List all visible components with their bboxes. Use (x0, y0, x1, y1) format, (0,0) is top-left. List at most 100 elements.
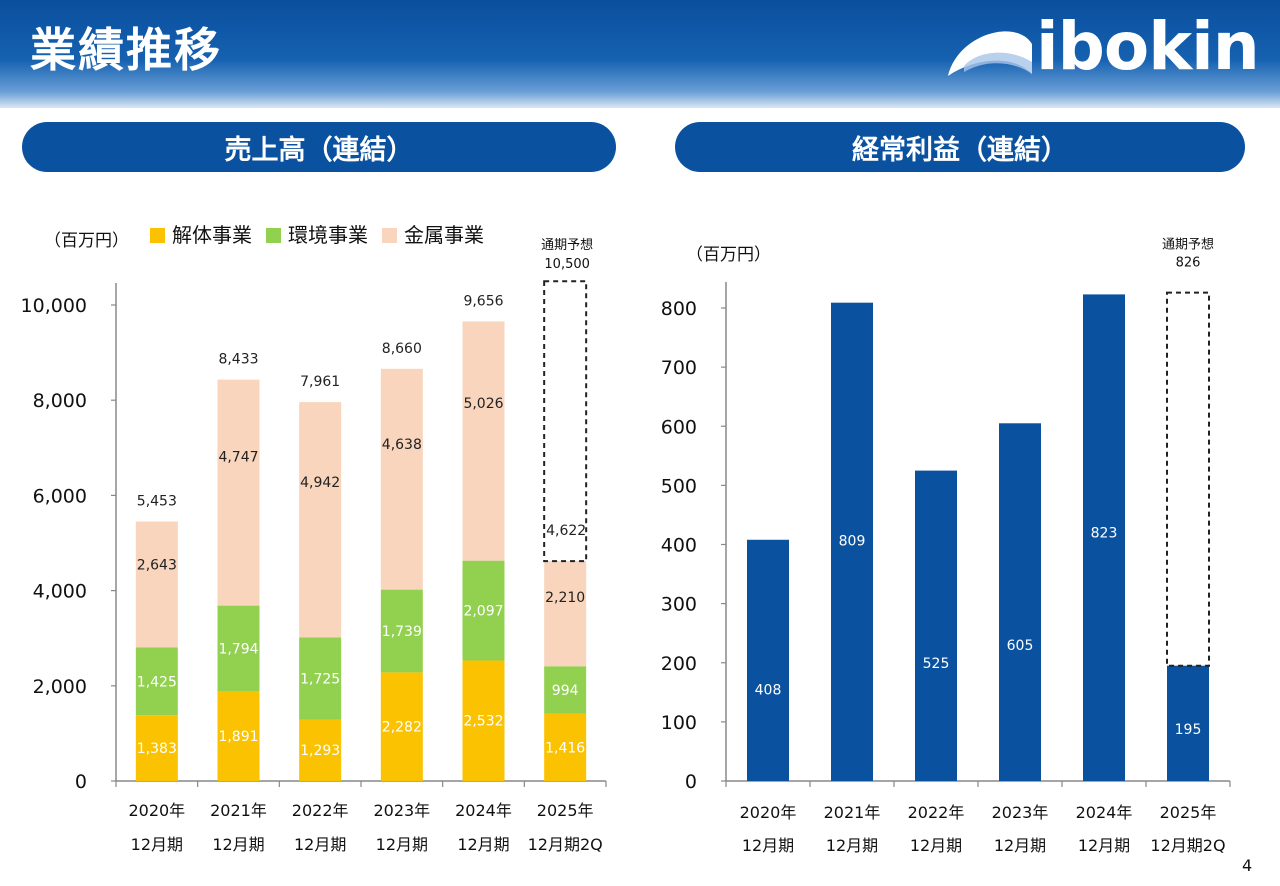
profit-bars (747, 291, 1210, 781)
forecast-label: 通期予想 (1162, 237, 1214, 253)
segment-value-label: 4,638 (382, 437, 422, 453)
segment-value-label: 1,794 (218, 641, 258, 657)
y-tick-label: 600 (661, 416, 697, 438)
profit-bar (915, 470, 957, 781)
legend-entry: 解体事業 (172, 223, 252, 247)
segment-value-label: 1,725 (300, 671, 340, 687)
sales-labels: 1,383 1,425 2,643 5,453 1,891 1,794 4,747 8,433… (137, 237, 593, 759)
profit-bar (831, 302, 873, 781)
forecast-value-label: 10,500 (544, 257, 590, 272)
total-value-label: 9,656 (463, 293, 503, 309)
x-tick-label: 12月期 (457, 835, 509, 854)
bar-segment (380, 672, 423, 781)
y-tick-label: 300 (661, 594, 697, 616)
segment-value-label: 2,282 (382, 720, 422, 736)
logo-mountain-icon (948, 31, 1032, 76)
x-tick-label: 2025年 (1160, 803, 1217, 822)
total-value-label: 7,961 (300, 374, 340, 390)
x-tick-label: 12月期 (212, 835, 264, 854)
x-tick-label: 12月期 (994, 836, 1046, 855)
bar-segment (380, 589, 423, 673)
sales-legend: 解体事業 環境事業 金属事業 (150, 223, 484, 247)
profit-value-label: 605 (1007, 638, 1034, 654)
y-tick-label: 0 (685, 771, 697, 793)
profit-bar (747, 539, 789, 781)
x-tick-label: 2022年 (292, 801, 349, 820)
y-tick-label: 2,000 (33, 676, 87, 698)
x-tick-label: 2020年 (740, 803, 797, 822)
y-tick-label: 100 (661, 712, 697, 734)
segment-value-label: 4,942 (300, 475, 340, 491)
y-tick-label: 500 (661, 475, 697, 497)
segment-value-label: 4,747 (218, 449, 258, 465)
y-tick-label: 400 (661, 535, 697, 557)
profit-value-label: 525 (923, 656, 950, 672)
x-tick-label: 12月期 (131, 835, 183, 854)
x-tick-label: 2023年 (373, 801, 430, 820)
x-tick-label: 2024年 (455, 801, 512, 820)
bar-segment (462, 660, 505, 781)
profit-value-label: 408 (755, 682, 782, 698)
y-tick-label: 800 (661, 298, 697, 320)
segment-value-label: 1,739 (382, 624, 422, 640)
logo-text: ibokin (1036, 8, 1260, 85)
segment-value-label: 994 (552, 683, 579, 699)
x-tick-label: 12月期 (910, 836, 962, 855)
bar-segment (217, 379, 260, 606)
total-value-label: 8,660 (382, 341, 422, 357)
y-tick-label: 4,000 (33, 581, 87, 603)
forecast-outline (1166, 291, 1210, 667)
segment-value-label: 1,293 (300, 743, 340, 759)
x-tick-label: 2025年 (537, 801, 594, 820)
profit-value-label: 195 (1175, 722, 1202, 738)
x-tick-label: 12月期 (742, 836, 794, 855)
profit-bar (999, 423, 1041, 781)
x-tick-label: 2023年 (992, 803, 1049, 822)
forecast-remaining-label: 4,622 (546, 523, 586, 539)
total-value-label: 8,433 (218, 352, 258, 368)
legend-swatch (150, 228, 165, 243)
x-tick-label: 2021年 (824, 803, 881, 822)
sales-unit-label: （百万円） (44, 231, 129, 251)
x-tick-label: 2024年 (1076, 803, 1133, 822)
bar-segment (135, 521, 178, 648)
y-tick-label: 10,000 (21, 295, 87, 317)
bar-segment (135, 647, 178, 716)
sales-bars (135, 280, 588, 781)
page-title: 業績推移 (30, 23, 222, 77)
profit-bar (1167, 665, 1209, 781)
bar-segment (299, 719, 342, 781)
bar-segment (217, 690, 260, 781)
bar-segment (135, 715, 178, 781)
sales-section-title: 売上高（連結） (22, 122, 616, 172)
bar-segment (462, 560, 505, 661)
x-tick-label: 12月期 (1078, 836, 1130, 855)
x-tick-label: 2020年 (128, 801, 185, 820)
bar-segment (544, 713, 587, 781)
y-tick-label: 200 (661, 653, 697, 675)
forecast-outline (543, 280, 588, 563)
segment-value-label: 5,026 (463, 396, 503, 412)
y-tick-label: 6,000 (33, 485, 87, 507)
bar-segment (299, 637, 342, 720)
profit-value-label: 809 (839, 534, 866, 550)
y-tick-label: 0 (75, 771, 87, 793)
bar-segment (299, 402, 342, 638)
segment-value-label: 2,210 (545, 590, 585, 606)
bar-segment (462, 321, 505, 561)
x-tick-label: 12月期 (294, 835, 346, 854)
x-tick-label: 12月期2Q (528, 835, 603, 854)
segment-value-label: 2,643 (137, 557, 177, 573)
y-tick-label: 8,000 (33, 390, 87, 412)
header-banner: 業績推移 ibokin (0, 0, 1280, 108)
company-logo: ibokin (944, 8, 1264, 85)
x-tick-label: 12月期2Q (1150, 836, 1225, 855)
legend-swatch (382, 228, 397, 243)
segment-value-label: 1,416 (545, 740, 585, 756)
legend-entry: 金属事業 (404, 223, 484, 247)
total-value-label: 5,453 (137, 493, 177, 509)
x-tick-label: 2021年 (210, 801, 267, 820)
segment-value-label: 2,532 (463, 714, 503, 730)
bar-segment (380, 368, 423, 590)
x-tick-label: 2022年 (908, 803, 965, 822)
